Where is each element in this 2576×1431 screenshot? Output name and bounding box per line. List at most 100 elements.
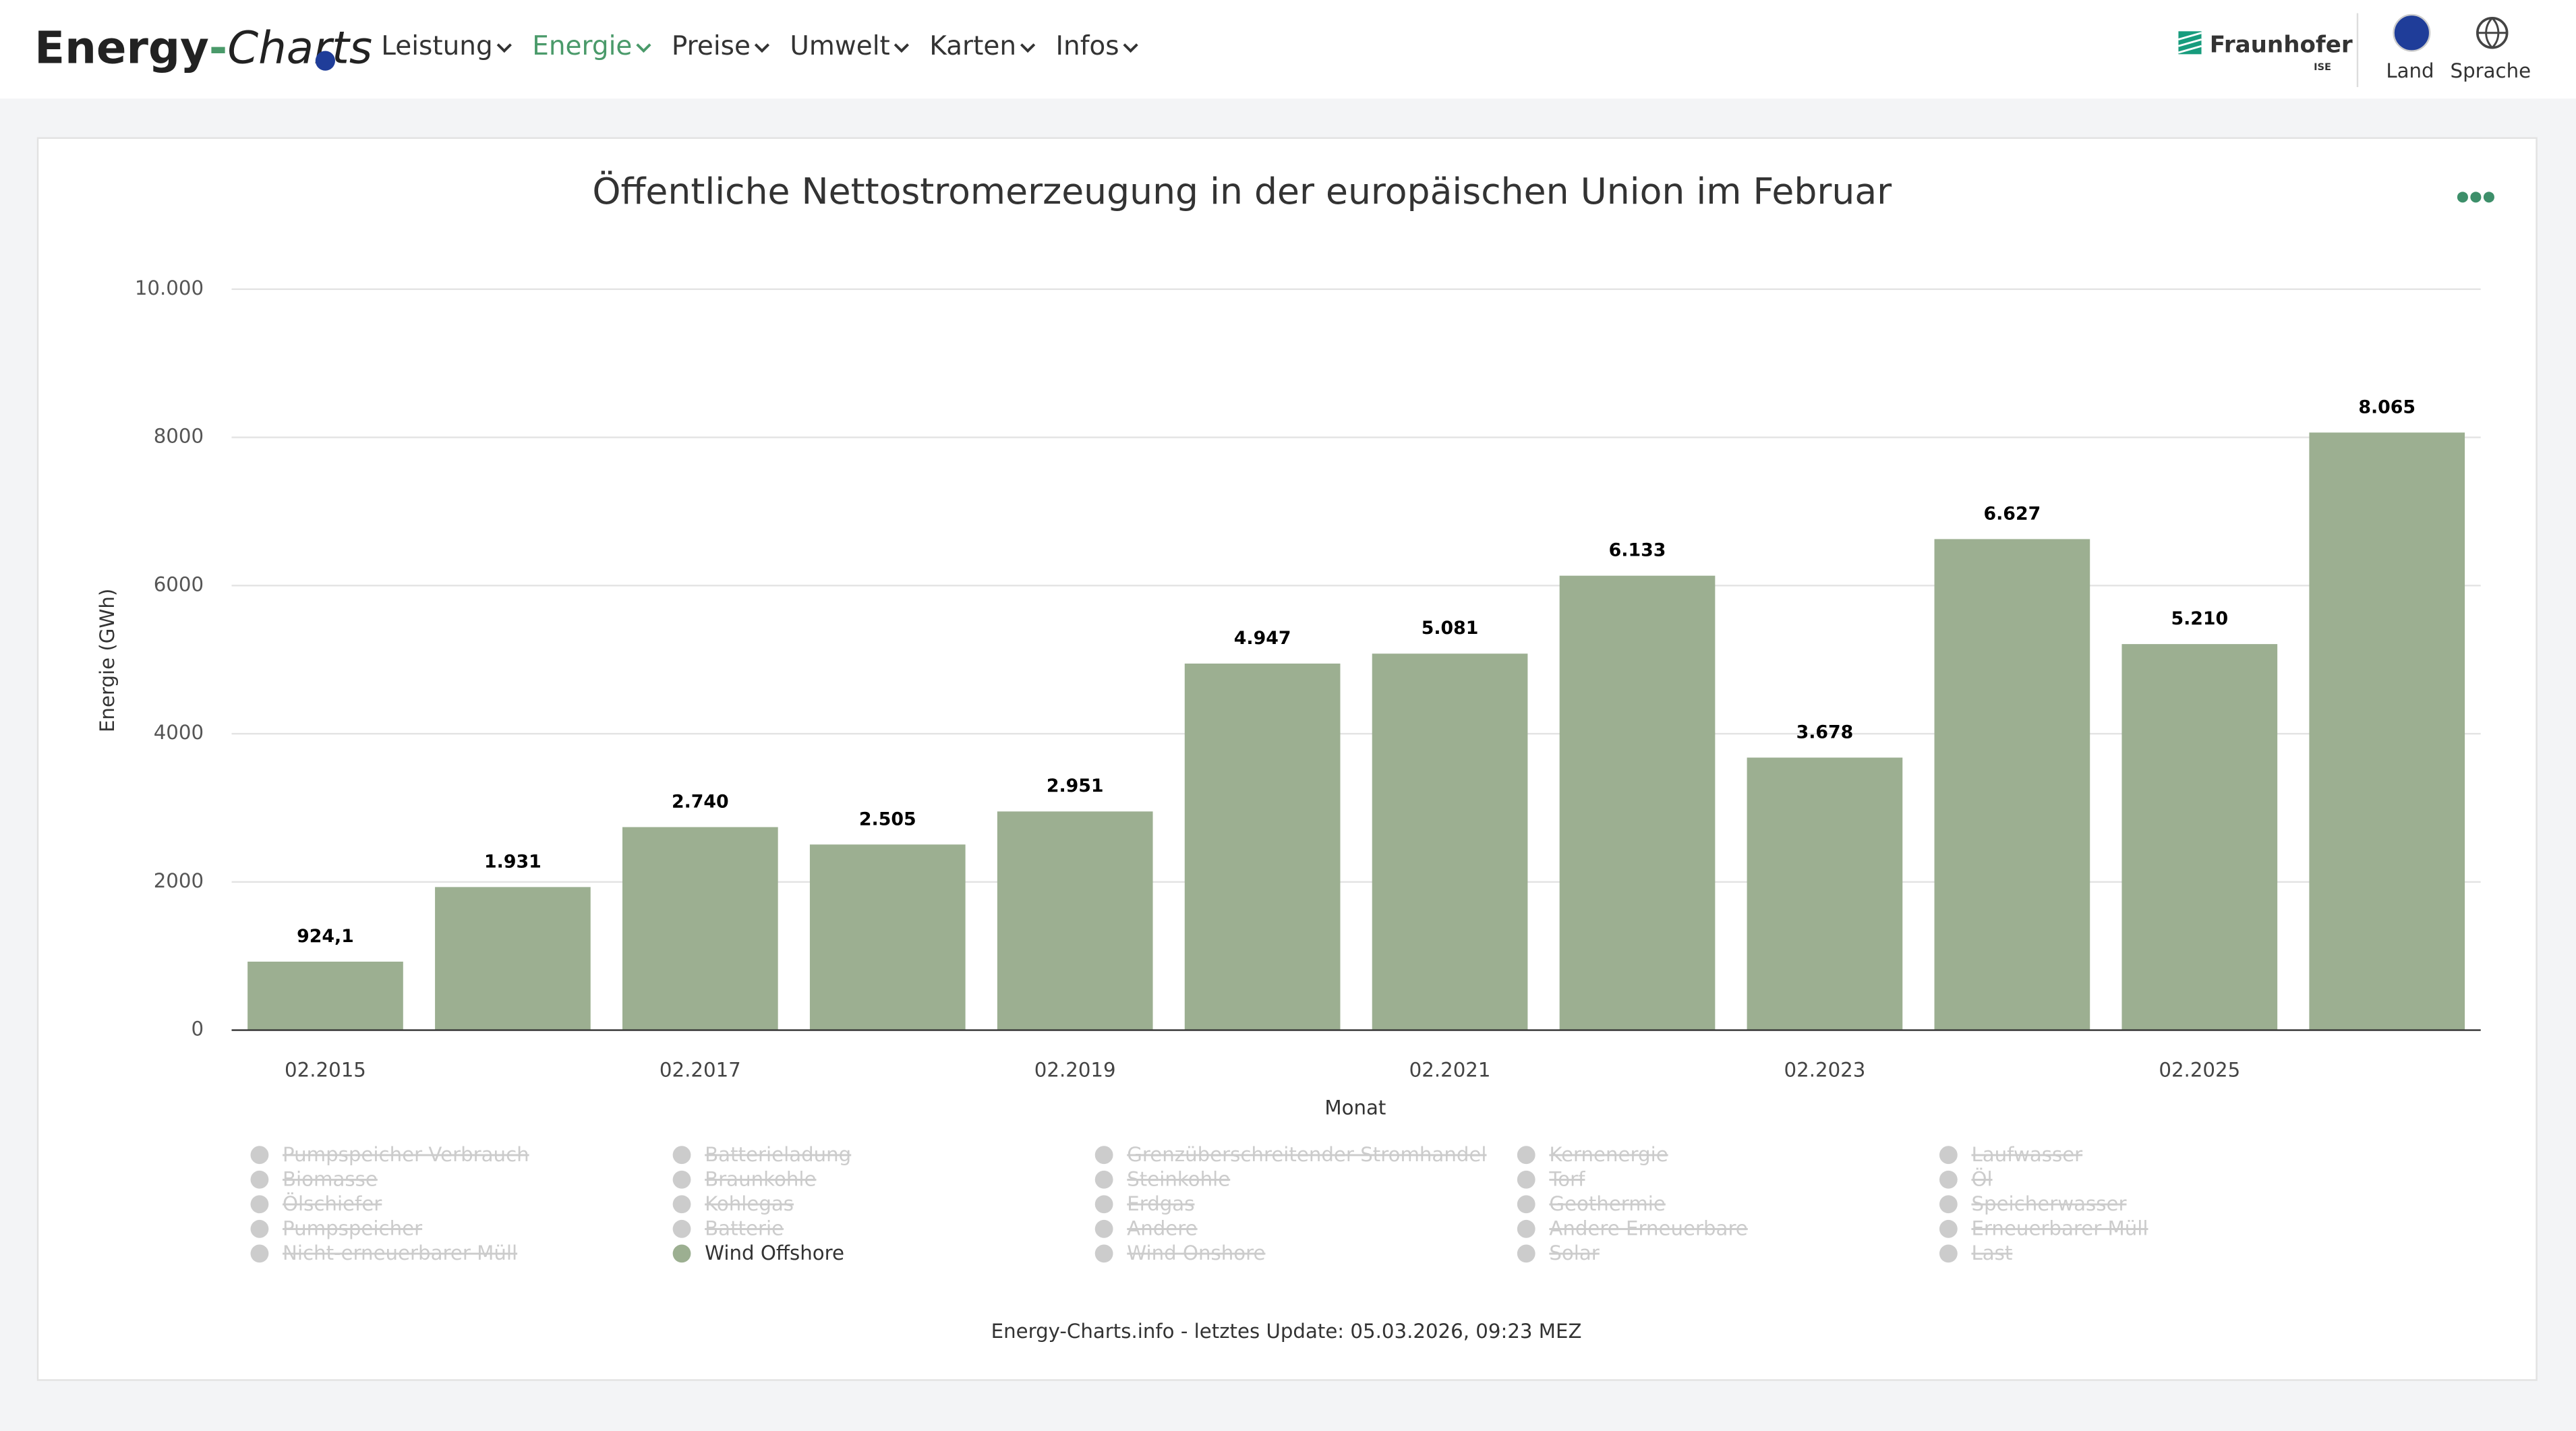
value-label: 6.133	[1609, 540, 1666, 561]
x-tick-label: 02.2023	[1784, 1058, 1866, 1081]
menu-label: Preise	[672, 31, 751, 61]
legend-item[interactable]: Öl	[1939, 1167, 1993, 1190]
legend-item[interactable]: Laufwasser	[1939, 1143, 2083, 1166]
legend-item[interactable]: Last	[1939, 1242, 2012, 1264]
legend-label: Last	[1971, 1242, 2012, 1264]
legend-label: Batterieladung	[705, 1143, 851, 1166]
legend-swatch	[672, 1170, 691, 1189]
legend-item[interactable]: Erneuerbarer Müll	[1939, 1217, 2148, 1240]
legend-item[interactable]: Pumpspeicher Verbrauch	[250, 1143, 529, 1166]
menu-chevron	[1123, 43, 1138, 53]
menu-item[interactable]: Preise	[672, 31, 770, 61]
legend-item[interactable]: Ölschiefer	[250, 1192, 383, 1215]
legend-item[interactable]: Erdgas	[1094, 1192, 1195, 1215]
legend-label: Wind Onshore	[1127, 1242, 1265, 1264]
legend-item[interactable]: Solar	[1517, 1242, 1600, 1264]
legend-item[interactable]: Andere Erneuerbare	[1517, 1217, 1748, 1240]
legend-label: Solar	[1549, 1242, 1600, 1264]
legend-label: Andere Erneuerbare	[1549, 1217, 1747, 1240]
legend-item[interactable]: Grenzüberschreitender Stromhandel	[1094, 1143, 1487, 1166]
x-axis-label: Monat	[1324, 1096, 1386, 1119]
legend-swatch	[1939, 1219, 1958, 1238]
legend-label: Batterie	[705, 1217, 784, 1240]
language-button[interactable]: Sprache	[2451, 16, 2531, 82]
legend-item[interactable]: Steinkohle	[1094, 1167, 1230, 1190]
menu-item[interactable]: Karten	[929, 31, 1036, 61]
legend-item[interactable]: Torf	[1517, 1167, 1585, 1190]
legend-swatch	[1939, 1170, 1958, 1189]
bar[interactable]	[2309, 432, 2465, 1030]
bar[interactable]	[435, 887, 591, 1030]
menu-label: Umwelt	[790, 31, 889, 61]
y-tick-label: 10.000	[135, 276, 204, 299]
legend-label: Pumpspeicher Verbrauch	[283, 1143, 529, 1166]
chart-title: Öffentliche Nettostromerzeugung in der e…	[592, 170, 1892, 212]
menu-chevron	[894, 43, 910, 53]
logo[interactable]: Energy-Charts	[34, 22, 372, 74]
bar[interactable]	[622, 827, 778, 1030]
legend-item[interactable]: Wind Onshore	[1094, 1242, 1266, 1264]
legend-item[interactable]: Kernenergie	[1517, 1143, 1668, 1166]
logo-dot	[315, 51, 335, 71]
value-label: 5.210	[2171, 608, 2228, 629]
legend-item[interactable]: Braunkohle	[672, 1167, 817, 1190]
bar[interactable]	[2121, 644, 2278, 1030]
menu-button[interactable]	[2457, 192, 2494, 203]
menu-item[interactable]: Umwelt	[790, 31, 910, 61]
bar[interactable]	[1747, 757, 1903, 1030]
legend-label: Ölschiefer	[283, 1192, 382, 1215]
menu-item[interactable]: Energie	[532, 31, 651, 61]
value-label: 3.678	[1796, 722, 1854, 742]
legend-item[interactable]: Andere	[1094, 1217, 1198, 1240]
legend-swatch	[1517, 1195, 1535, 1214]
legend-label: Erdgas	[1127, 1192, 1194, 1215]
legend-item[interactable]: Batterie	[672, 1217, 784, 1240]
eu-flag	[2393, 13, 2431, 52]
brand-icon-lines	[2178, 32, 2202, 54]
legend-label: Kohlegas	[705, 1192, 794, 1215]
legend-item[interactable]: Speicherwasser	[1939, 1192, 2127, 1215]
value-label: 8.065	[2358, 397, 2416, 417]
logo-part: Energy	[34, 22, 209, 74]
bar[interactable]	[1934, 539, 2090, 1030]
bar[interactable]	[1372, 653, 1528, 1030]
legend-item[interactable]: Kohlegas	[672, 1192, 794, 1215]
land-button[interactable]: Land	[2386, 13, 2434, 82]
brand: Fraunhofer	[2210, 32, 2353, 59]
legend-swatch	[1939, 1146, 1958, 1165]
header-bar	[0, 0, 2576, 99]
legend-swatch	[250, 1146, 269, 1165]
value-label: 1.931	[484, 851, 541, 872]
x-tick-label: 02.2021	[1409, 1058, 1491, 1081]
menu-label: Energie	[532, 31, 632, 61]
legend-item[interactable]: Geothermie	[1517, 1192, 1666, 1215]
legend-swatch	[250, 1219, 269, 1238]
bar[interactable]	[1184, 663, 1341, 1030]
bar[interactable]	[247, 962, 403, 1030]
legend-label: Pumpspeicher	[283, 1217, 423, 1240]
x-tick-label: 02.2017	[660, 1058, 741, 1081]
menu-chevron	[636, 43, 651, 53]
menu-item[interactable]: Leistung	[381, 31, 512, 61]
menu-item[interactable]: Infos	[1056, 31, 1138, 61]
value-label: 5.081	[1422, 618, 1479, 639]
legend-item[interactable]: Wind Offshore	[672, 1242, 844, 1264]
fraunhofer-logo[interactable]: Fraunhofer ISE	[2178, 31, 2353, 73]
menu-chevron	[754, 43, 770, 53]
legend-item[interactable]: Biomasse	[250, 1167, 378, 1190]
legend-swatch	[1517, 1219, 1535, 1238]
value-label: 2.740	[672, 791, 729, 812]
bar[interactable]	[809, 844, 966, 1030]
bar[interactable]	[997, 811, 1153, 1030]
legend-label: Biomasse	[283, 1167, 378, 1190]
menu-dot	[2470, 192, 2482, 203]
legend-swatch	[1094, 1195, 1113, 1214]
legend-label: Wind Offshore	[705, 1242, 844, 1264]
bar[interactable]	[1559, 575, 1716, 1030]
legend-item[interactable]: Nicht-erneuerbarer Müll	[250, 1242, 518, 1264]
legend-swatch	[250, 1195, 269, 1214]
y-axis-label: Energie (GWh)	[96, 589, 119, 732]
legend-item[interactable]: Batterieladung	[672, 1143, 852, 1166]
value-label: 6.627	[1984, 503, 2041, 524]
legend-item[interactable]: Pumpspeicher	[250, 1217, 423, 1240]
